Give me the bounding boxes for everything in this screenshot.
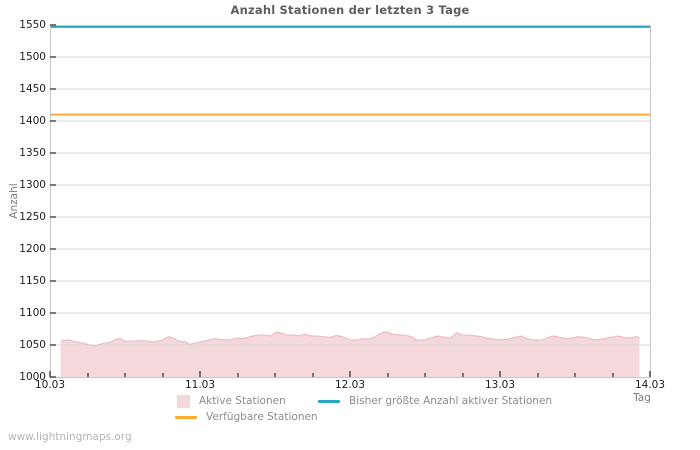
y-tick-label: 1150 — [19, 275, 46, 287]
available-stations-line-icon — [175, 415, 197, 419]
active-stations-swatch-icon — [177, 394, 190, 408]
y-tick-label: 1350 — [19, 147, 46, 159]
y-tick-label: 1400 — [19, 115, 46, 127]
legend-item-active: Aktive Stationen — [177, 394, 286, 408]
y-tick-label: 1300 — [19, 179, 46, 191]
active-stations-edge — [60, 330, 640, 347]
y-tick-label: 1250 — [19, 211, 46, 223]
legend-item-available: Verfügbare Stationen — [175, 410, 318, 424]
plot-border — [50, 25, 651, 378]
y-tick-label: 1000 — [19, 371, 46, 383]
x-axis-label: Tag — [633, 392, 651, 404]
x-tick-label: 11.03 — [184, 379, 216, 391]
y-tick-label: 1450 — [19, 83, 46, 95]
x-tick-label: 12.03 — [334, 379, 366, 391]
y-tick-label: 1500 — [19, 51, 46, 63]
x-tick-label: 13.03 — [484, 379, 516, 391]
legend-label-max: Bisher größte Anzahl aktiver Stationen — [349, 395, 553, 407]
max-stations-line-icon — [318, 399, 340, 403]
y-tick-label: 1050 — [19, 339, 46, 351]
x-tick-label: 14.03 — [634, 379, 666, 391]
legend-item-max: Bisher größte Anzahl aktiver Stationen — [318, 394, 552, 408]
watermark: www.lightningmaps.org — [8, 431, 132, 443]
y-tick-label: 1100 — [19, 307, 46, 319]
x-tick-label: 10.03 — [34, 379, 66, 391]
active-stations-area — [60, 331, 640, 377]
y-tick-label: 1200 — [19, 243, 46, 255]
chart-title: Anzahl Stationen der letzten 3 Tage — [230, 3, 470, 17]
y-tick-label: 1550 — [19, 19, 46, 31]
legend-label-active: Aktive Stationen — [199, 395, 286, 407]
legend-label-available: Verfügbare Stationen — [206, 411, 318, 423]
